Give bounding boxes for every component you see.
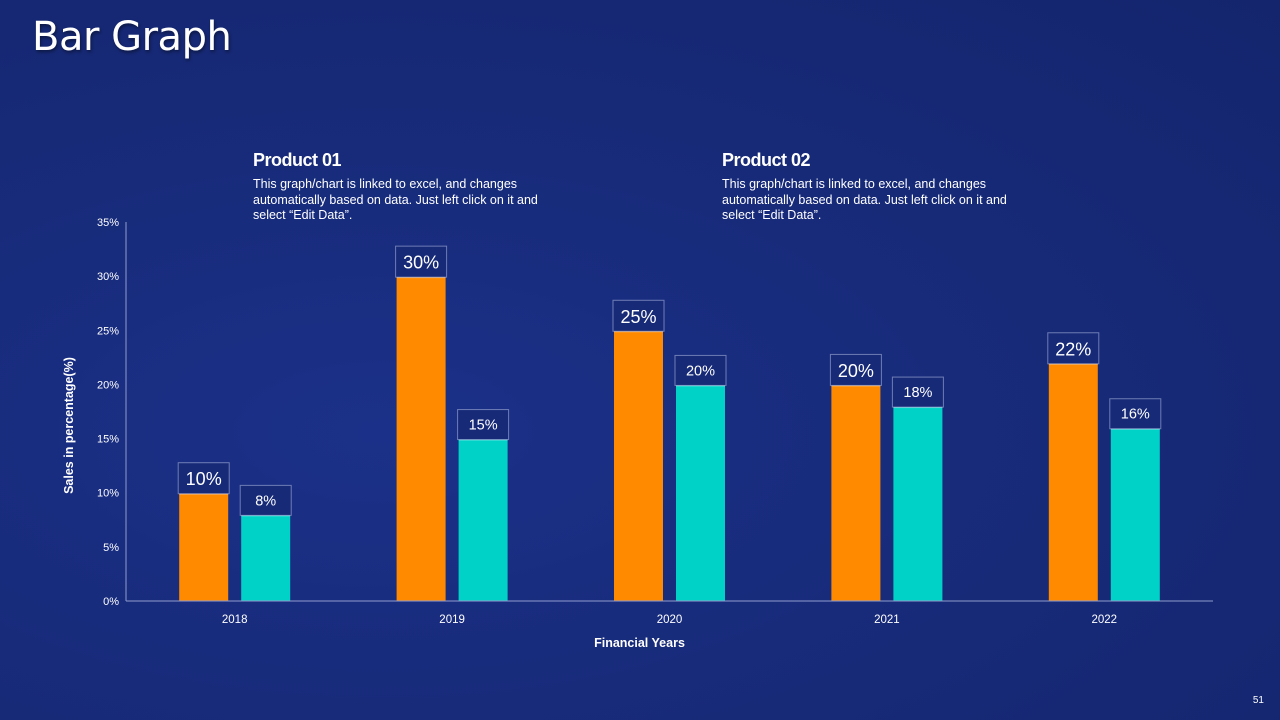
y-tick-label: 20%: [97, 379, 119, 391]
y-tick-label: 35%: [97, 217, 119, 229]
data-label-box: [177, 462, 230, 495]
data-label: 22%: [1055, 339, 1091, 359]
bar-product-02-2020[interactable]: [676, 384, 725, 601]
data-label: 30%: [403, 253, 439, 273]
data-label-box: [829, 353, 882, 386]
x-tick-label: 2020: [657, 614, 683, 626]
x-tick-label: 2021: [874, 614, 900, 626]
bar-product-02-2019[interactable]: [458, 438, 508, 601]
page-number: 51: [1252, 695, 1264, 706]
bar-product-01-2022[interactable]: [1048, 362, 1098, 601]
y-tick-label: 15%: [97, 434, 119, 446]
x-axis-ticks: 2018 2019 2020 2021 2022: [222, 614, 1117, 626]
data-label: 20%: [838, 361, 874, 381]
data-label: 15%: [469, 418, 498, 434]
data-label: 16%: [1121, 407, 1150, 423]
x-tick-label: 2019: [439, 614, 465, 626]
data-label-box: [612, 299, 665, 332]
bars: 10% 8% 30% 15% 25% 20% 20% 18% 22% 16%: [177, 245, 1162, 601]
product-01-heading: Product 01: [253, 150, 342, 170]
data-label: 20%: [686, 363, 715, 379]
data-label-box: [395, 245, 448, 278]
data-label-box: [1047, 332, 1100, 365]
y-tick-label: 5%: [103, 542, 119, 554]
y-tick-label: 25%: [97, 325, 119, 337]
x-tick-label: 2022: [1092, 614, 1118, 626]
data-label: 25%: [620, 307, 656, 327]
bar-product-02-2022[interactable]: [1110, 427, 1160, 601]
product-01-description: This graph/chart is linked to excel, and…: [253, 177, 538, 222]
product-02-description: This graph/chart is linked to excel, and…: [722, 177, 1007, 222]
bar-product-01-2021[interactable]: [831, 384, 881, 601]
data-label-box: [1109, 398, 1162, 430]
product-01-block: Product 01 This graph/chart is linked to…: [253, 150, 573, 224]
bar-product-02-2018[interactable]: [241, 514, 291, 601]
y-tick-label: 10%: [97, 488, 119, 500]
x-axis-title: Financial Years: [594, 636, 685, 650]
data-label: 8%: [255, 493, 276, 509]
y-tick-label: 0%: [103, 596, 119, 608]
data-label: 10%: [186, 469, 222, 489]
x-tick-label: 2018: [222, 614, 248, 626]
data-label-box: [457, 409, 510, 441]
product-02-block: Product 02 This graph/chart is linked to…: [722, 150, 1042, 224]
slide-title: Bar Graph: [32, 14, 232, 60]
y-axis-title: Sales in percentage(%): [62, 357, 76, 494]
data-label-box: [674, 354, 727, 386]
y-axis-ticks: 0% 5% 10% 15% 20% 25% 30% 35%: [97, 217, 119, 608]
bar-product-01-2019[interactable]: [396, 276, 446, 601]
data-label-box: [891, 376, 944, 408]
bar-product-01-2018[interactable]: [179, 492, 229, 601]
y-tick-label: 30%: [97, 271, 119, 283]
bar-product-01-2020[interactable]: [614, 330, 663, 601]
data-label-box: [239, 484, 292, 516]
product-02-heading: Product 02: [722, 150, 811, 170]
data-label: 18%: [903, 385, 932, 401]
bar-product-02-2021[interactable]: [893, 406, 943, 601]
